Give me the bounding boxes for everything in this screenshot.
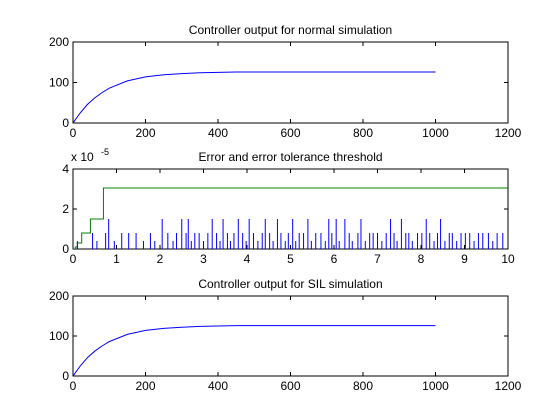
y-tick-label: 0 bbox=[62, 116, 69, 130]
y-tick-label: 0 bbox=[62, 369, 69, 383]
y-tick-label: 100 bbox=[49, 329, 69, 343]
x-tick-label: 2 bbox=[157, 252, 164, 266]
x-tick-label: 1000 bbox=[422, 126, 449, 140]
x-tick-label: 5 bbox=[287, 252, 294, 266]
x-tick-label: 400 bbox=[208, 126, 228, 140]
y-tick-label: 2 bbox=[62, 202, 69, 216]
chart-title: Error and error tolerance threshold bbox=[198, 150, 382, 164]
x-tick-label: 3 bbox=[200, 252, 207, 266]
x-tick-label: 1000 bbox=[422, 379, 449, 393]
y-tick-label: 100 bbox=[49, 76, 69, 90]
x-tick-label: 8 bbox=[418, 252, 425, 266]
x-tick-label: 4 bbox=[244, 252, 251, 266]
error-series bbox=[76, 219, 504, 249]
x-tick-label: 0 bbox=[70, 126, 77, 140]
x-tick-label: 1200 bbox=[495, 126, 522, 140]
x-tick-label: 400 bbox=[208, 379, 228, 393]
output-line bbox=[73, 325, 436, 376]
subplot-1: Controller output for normal simulation 0… bbox=[49, 23, 522, 140]
subplot-3: Controller output for SIL simulation 0 200… bbox=[49, 277, 522, 393]
chart-title: Controller output for SIL simulation bbox=[198, 277, 382, 291]
y-tick-label: 200 bbox=[49, 35, 69, 49]
y-tick-label: 4 bbox=[62, 162, 69, 176]
x-tick-label: 800 bbox=[353, 379, 373, 393]
y-exponent-base: x 10 bbox=[71, 150, 94, 164]
axes-box bbox=[72, 295, 509, 377]
x-tick-label: 600 bbox=[280, 379, 300, 393]
x-tick-label: 1 bbox=[113, 252, 120, 266]
axes-box bbox=[72, 168, 509, 250]
output-line bbox=[73, 71, 436, 123]
x-tick-label: 800 bbox=[353, 126, 373, 140]
x-tick-label: 0 bbox=[70, 252, 77, 266]
y-tick-label: 0 bbox=[62, 242, 69, 256]
x-tick-label: 10 bbox=[501, 252, 515, 266]
chart-title: Controller output for normal simulation bbox=[189, 23, 392, 37]
x-tick-label: 600 bbox=[280, 126, 300, 140]
threshold-line bbox=[73, 187, 508, 249]
x-tick-label: 6 bbox=[331, 252, 338, 266]
y-exponent-power: -5 bbox=[101, 147, 109, 157]
x-tick-label: 0 bbox=[70, 379, 77, 393]
y-tick-label: 200 bbox=[49, 289, 69, 303]
x-tick-label: 200 bbox=[135, 126, 155, 140]
axes-box bbox=[72, 41, 509, 124]
x-tick-label: 7 bbox=[374, 252, 381, 266]
x-tick-label: 200 bbox=[135, 379, 155, 393]
subplot-2: Error and error tolerance threshold 0 1 2 3 4… bbox=[62, 147, 515, 266]
x-tick-label: 1200 bbox=[495, 379, 522, 393]
x-tick-label: 9 bbox=[461, 252, 468, 266]
